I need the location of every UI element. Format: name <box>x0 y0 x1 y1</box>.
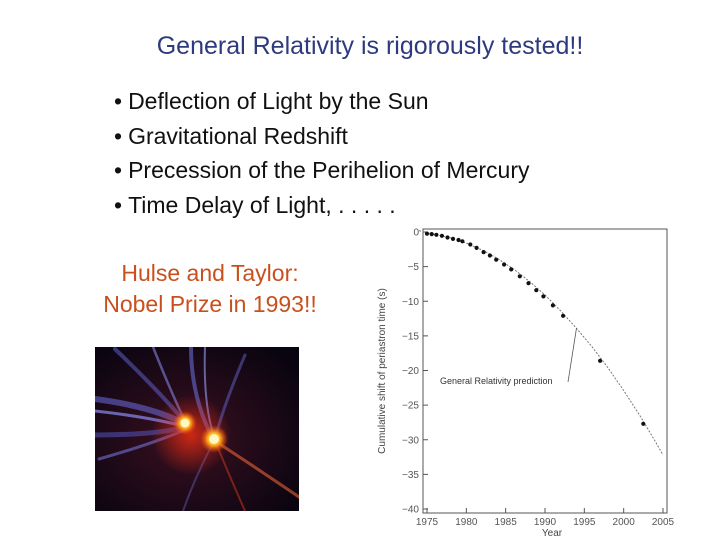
bullet-text: Gravitational Redshift <box>128 122 348 149</box>
data-point <box>474 245 479 250</box>
y-axis-label: Cumulative shift of periastron time (s) <box>377 288 388 454</box>
bullet-text: Precession of the Perihelion of Mercury <box>128 157 530 183</box>
bullet-text: Time Delay of Light, . . . . . <box>128 191 396 218</box>
bullet-item: • Deflection of Light by the Sun <box>114 84 529 119</box>
data-point <box>550 303 555 308</box>
data-point <box>460 239 465 244</box>
y-tick-label: −15 <box>402 331 419 342</box>
x-tick-label: 2005 <box>652 517 675 528</box>
bullet-item: • Gravitational Redshift <box>114 119 529 154</box>
data-point <box>434 232 439 237</box>
y-tick-label: −40 <box>402 505 419 516</box>
x-tick-label: 1985 <box>495 517 518 528</box>
bullet-glyph: • <box>114 122 123 149</box>
bullet-item: • Precession of the Perihelion of Mercury <box>114 153 529 188</box>
bullet-glyph: • <box>114 157 123 183</box>
hulse-caption-line: Hulse and Taylor: <box>121 260 299 286</box>
data-point <box>541 294 546 299</box>
data-point <box>561 313 566 318</box>
y-tick-label: 0 <box>413 228 419 239</box>
data-point <box>456 237 461 243</box>
gr-prediction-annotation: General Relativity prediction <box>440 376 553 386</box>
data-point <box>468 242 473 247</box>
y-tick-label: −20 <box>402 366 419 377</box>
bullet-list: • Deflection of Light by the Sun • Gravita… <box>114 84 529 222</box>
bullet-item: • Time Delay of Light, . . . . . <box>114 188 529 223</box>
data-point <box>641 421 646 426</box>
annotation-leader <box>567 328 577 383</box>
data-point <box>424 231 430 236</box>
bullet-glyph: • <box>114 191 123 218</box>
y-tick-label: −10 <box>402 297 419 308</box>
data-point <box>445 235 450 240</box>
hulse-taylor-caption: Hulse and Taylor: Nobel Prize in 1993!! <box>60 258 360 320</box>
data-point <box>481 250 486 255</box>
chart-background <box>370 222 680 540</box>
x-tick-label: 2000 <box>613 517 636 528</box>
bullet-text: Deflection of Light by the Sun <box>128 88 429 114</box>
data-point <box>526 281 531 286</box>
data-point <box>494 257 499 262</box>
data-point <box>429 232 434 237</box>
data-point <box>487 253 492 258</box>
hulse-caption-line: Nobel Prize in 1993!! <box>103 291 317 317</box>
y-tick-label: −35 <box>402 470 419 481</box>
data-point <box>439 233 444 238</box>
binary-pulsar-image <box>95 347 299 511</box>
data-point <box>509 267 514 272</box>
x-axis-label: Year <box>542 528 563 539</box>
x-tick-label: 1995 <box>573 517 596 528</box>
x-tick-label: 1975 <box>416 517 439 528</box>
y-tick-label: −30 <box>402 435 419 446</box>
y-tick-label: −5 <box>408 262 420 273</box>
data-point <box>534 288 539 293</box>
data-point <box>450 236 456 241</box>
data-point <box>502 262 507 267</box>
y-tick-label: −25 <box>402 401 419 412</box>
x-tick-label: 1980 <box>455 517 478 528</box>
data-point <box>517 274 522 279</box>
periastron-shift-chart: 0 −5 −10 −15 −20 −25 −30 −35 −40 1975 1980 1985 199… <box>370 222 680 540</box>
bullet-glyph: • <box>114 88 123 114</box>
x-tick-label: 1990 <box>534 517 557 528</box>
slide-title: General Relativity is rigorously tested!… <box>156 32 584 60</box>
data-point <box>598 358 603 363</box>
